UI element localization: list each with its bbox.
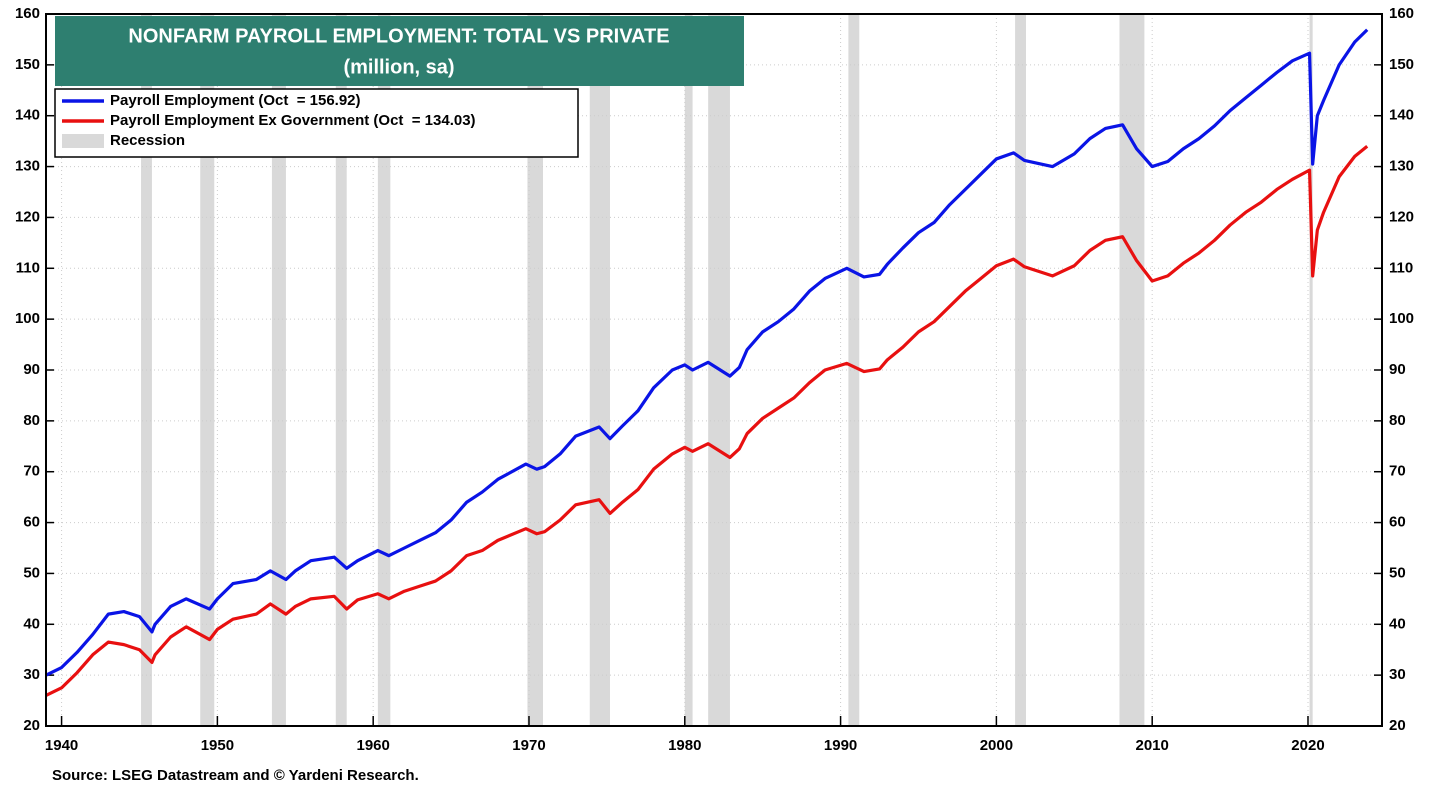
x-tick-label: 1950 [201, 737, 234, 754]
y-tick-label: 70 [23, 463, 40, 480]
y2-tick-label: 140 [1389, 107, 1414, 124]
x-tick-label: 2000 [980, 737, 1013, 754]
legend-box [54, 88, 579, 158]
recession-band [589, 14, 611, 726]
y-tick-label: 60 [23, 514, 40, 531]
x-tick-label: 1970 [512, 737, 545, 754]
recession-band [1015, 14, 1026, 726]
y2-tick-label: 150 [1389, 56, 1414, 73]
y2-tick-label: 120 [1389, 208, 1414, 225]
y2-tick-label: 80 [1389, 412, 1406, 429]
legend: Payroll Employment (Oct = 156.92) Payroll… [62, 92, 476, 149]
x-tick-label: 1960 [356, 737, 389, 754]
y-tick-label: 80 [23, 412, 40, 429]
recession-band [1119, 14, 1145, 726]
y2-tick-label: 70 [1389, 463, 1406, 480]
recession-band [527, 14, 544, 726]
title-box [55, 16, 744, 86]
y-tick-label: 90 [23, 361, 40, 378]
chart-title: NONFARM PAYROLL EMPLOYMENT: TOTAL VS PRI… [128, 25, 669, 47]
y2-tick-label: 160 [1389, 5, 1414, 22]
y-tick-label: 160 [15, 5, 40, 22]
chart-subtitle: (million, sa) [343, 56, 454, 78]
recession-band [1309, 14, 1313, 726]
lines [45, 28, 1369, 697]
y2-tick-label: 60 [1389, 514, 1406, 531]
y-tick-label: 150 [15, 56, 40, 73]
legend-swatch [62, 134, 104, 148]
y2-tick-label: 100 [1389, 310, 1414, 327]
y2-tick-label: 90 [1389, 361, 1406, 378]
y-tick-label: 120 [15, 208, 40, 225]
y-tick-label: 130 [15, 158, 40, 175]
legend-label: Payroll Employment (Oct = 156.92) [110, 92, 361, 109]
y-tick-label: 50 [23, 564, 40, 581]
recession-band [200, 14, 215, 726]
y-tick-label: 110 [16, 259, 40, 276]
y2-tick-label: 110 [1389, 259, 1413, 276]
source-note: Source: LSEG Datastream and © Yardeni Re… [52, 767, 419, 784]
x-tick-label: 1990 [824, 737, 857, 754]
recession-band [684, 14, 693, 726]
legend-label: Payroll Employment Ex Government (Oct = … [110, 112, 476, 129]
y-tick-label: 30 [23, 666, 40, 683]
y2-tick-label: 130 [1389, 158, 1414, 175]
y-tick-label: 20 [23, 717, 40, 734]
legend-label: Recession [110, 132, 185, 149]
x-tick-label: 2020 [1291, 737, 1324, 754]
series-line [45, 144, 1369, 697]
y2-tick-label: 40 [1389, 615, 1406, 632]
y-tick-label: 140 [15, 107, 40, 124]
recession-band [377, 14, 391, 726]
x-tick-label: 2010 [1136, 737, 1169, 754]
x-tick-label: 1980 [668, 737, 701, 754]
x-tick-label: 1940 [45, 737, 78, 754]
y2-tick-label: 30 [1389, 666, 1406, 683]
plot-frame [45, 13, 1383, 727]
y-tick-label: 100 [15, 310, 40, 327]
recession-band [848, 14, 860, 726]
y-tick-label: 40 [23, 615, 40, 632]
recession-band [335, 14, 347, 726]
y2-tick-label: 50 [1389, 564, 1406, 581]
y2-tick-label: 20 [1389, 717, 1406, 734]
series-line [45, 28, 1369, 677]
recession-bands [141, 14, 1313, 726]
